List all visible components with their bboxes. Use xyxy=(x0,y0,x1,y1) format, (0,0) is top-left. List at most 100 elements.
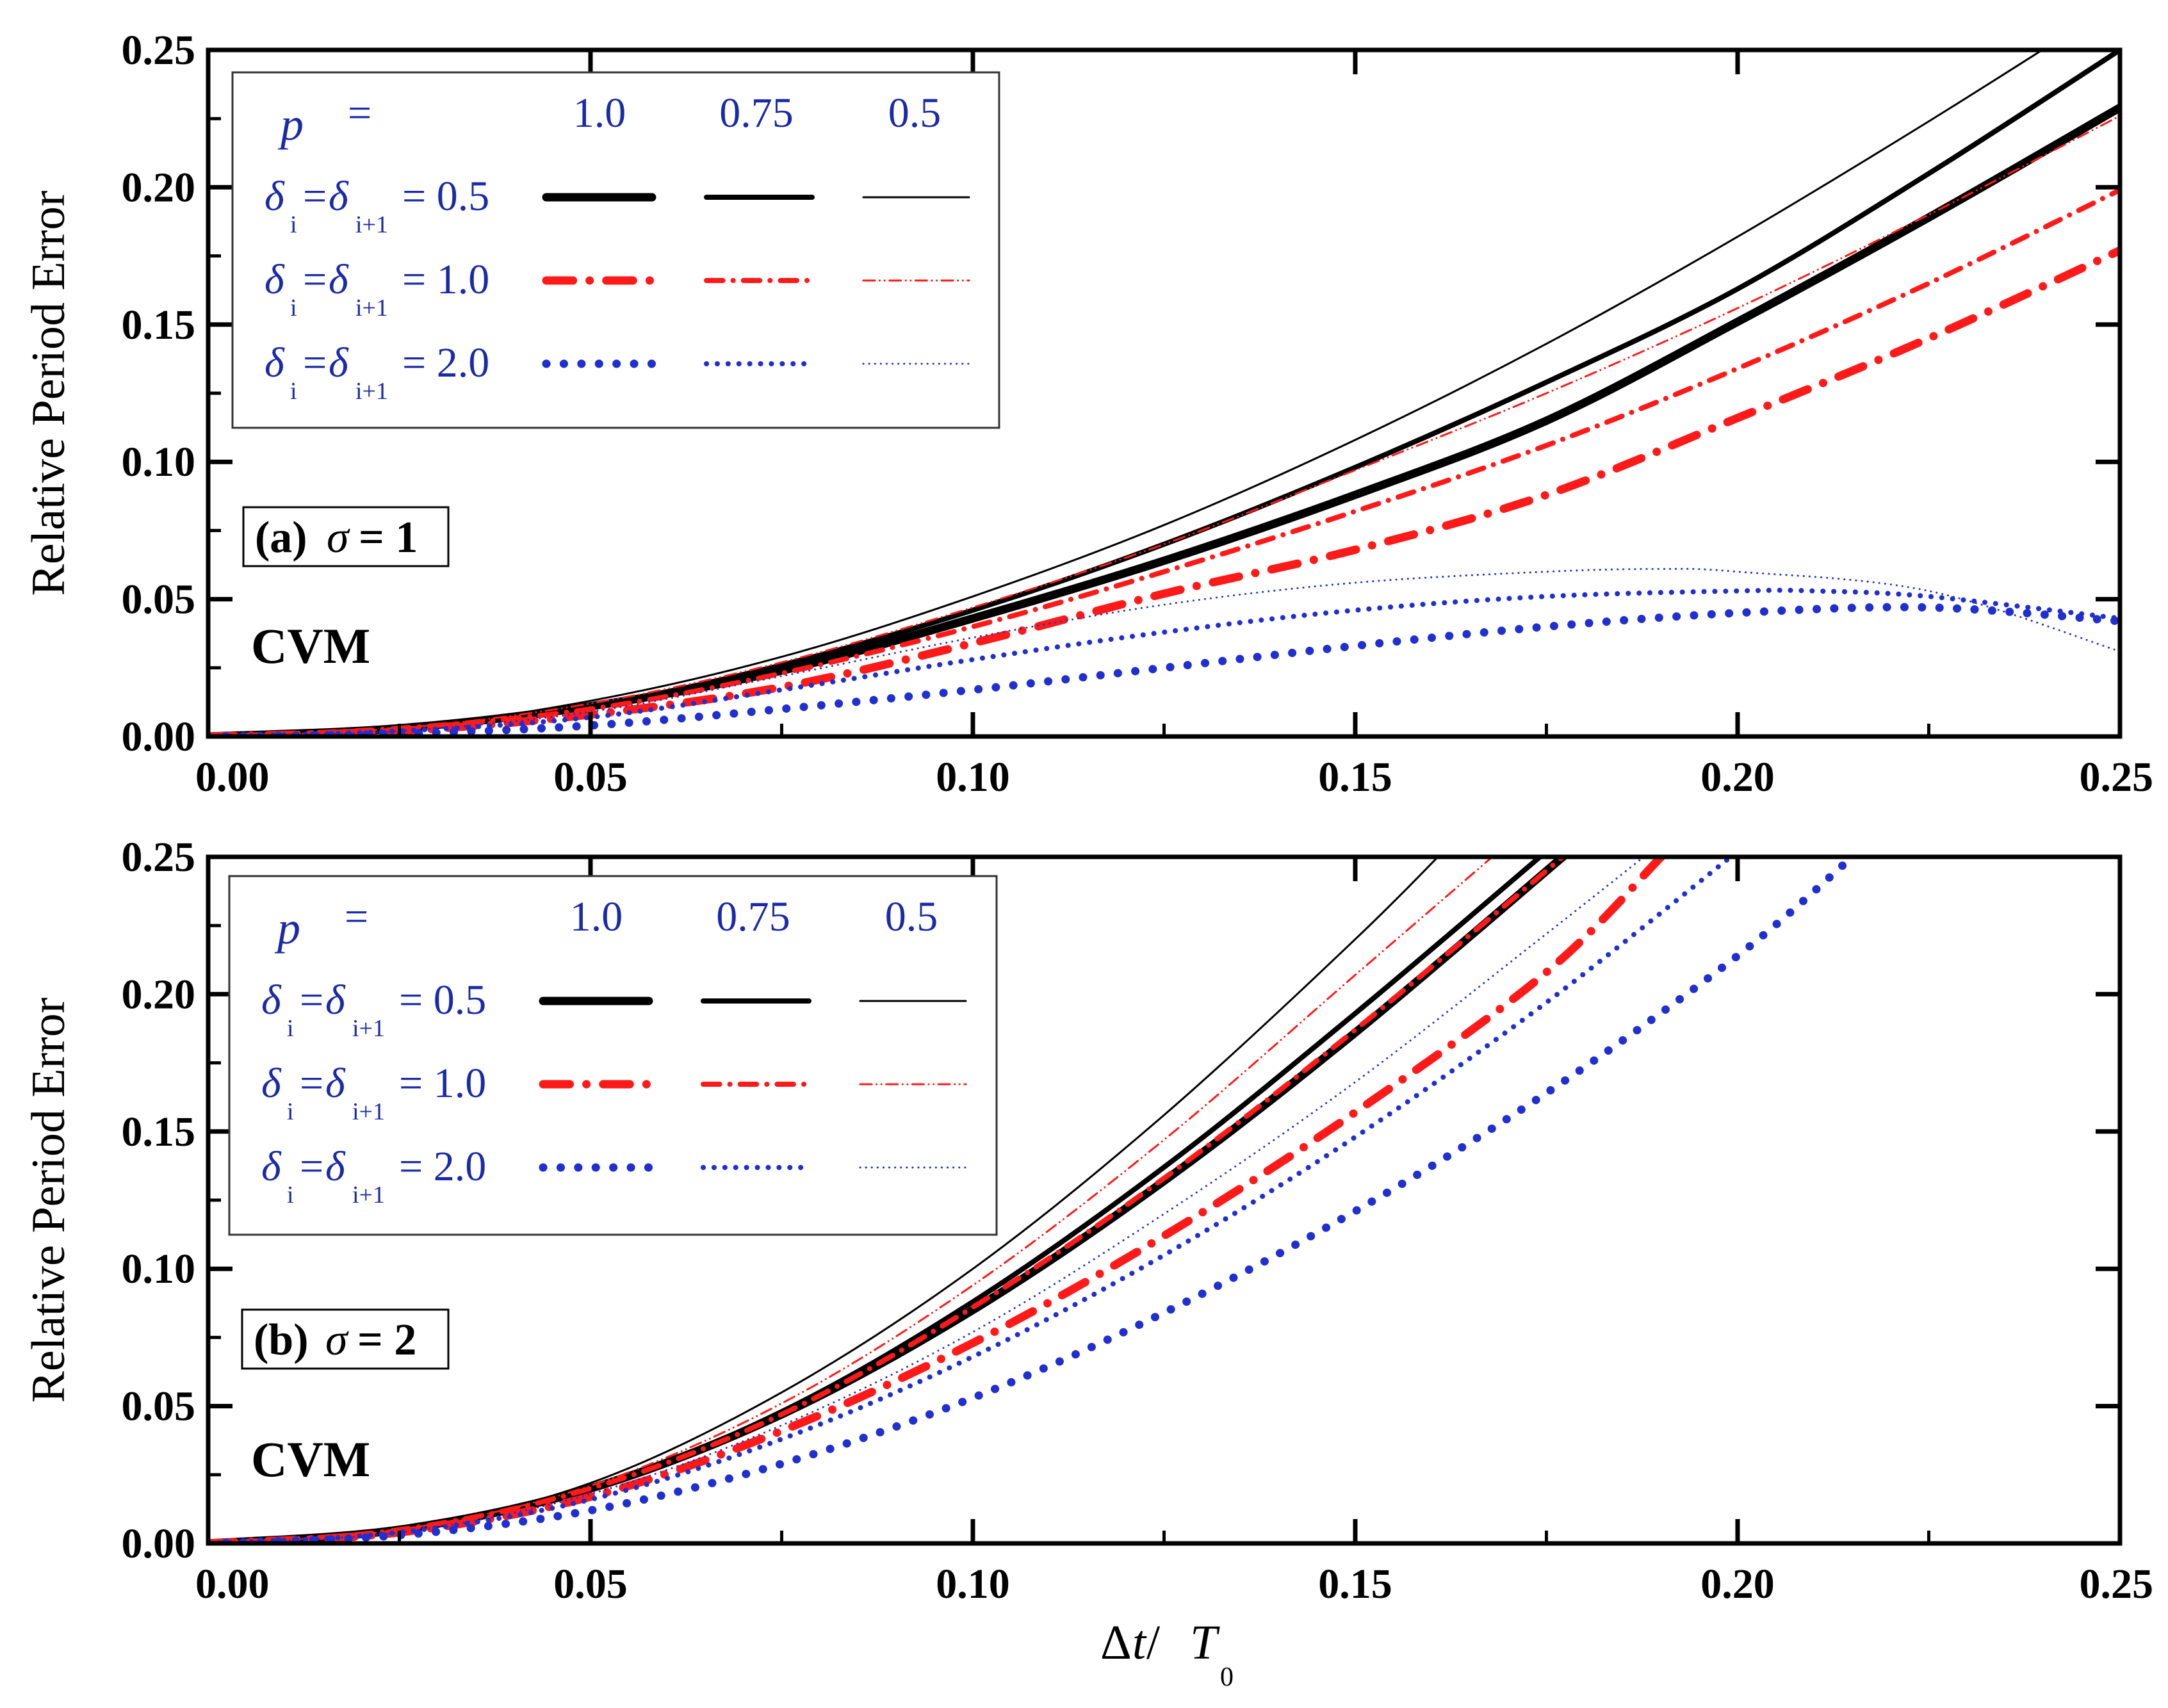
legend-delta-i: δ xyxy=(261,1143,282,1190)
legend-p-value: 1.0 xyxy=(573,90,626,136)
series-group xyxy=(208,857,1857,1543)
legend-row-equals: = xyxy=(300,1060,323,1107)
method-label: CVM xyxy=(251,618,370,674)
series-line-red-4 xyxy=(208,187,2120,736)
legend-delta-i1: δ xyxy=(325,977,346,1023)
panel-label-box xyxy=(241,1308,450,1370)
legend-delta-i1: δ xyxy=(325,1143,346,1190)
panel-a: 0.00 0.05 0.10 0.15 0.20 0.25 0.00 0.05 0.10 0.15… xyxy=(22,27,2154,801)
legend-row-equals: = xyxy=(303,256,327,303)
x-axis-label-subscript: 0 xyxy=(1220,1663,1234,1692)
legend-sub-i1: i+1 xyxy=(355,295,388,321)
panel-label-value: = 1 xyxy=(359,513,418,562)
series-line-blue-8 xyxy=(208,603,2120,736)
y-tick-label: 0.00 xyxy=(122,1520,196,1567)
x-tick-label: 0.20 xyxy=(1700,754,1775,801)
y-tick-label: 0.25 xyxy=(122,27,196,74)
x-tick-label: 0.05 xyxy=(553,754,628,801)
legend-row-value: = 2.0 xyxy=(399,1143,486,1190)
legend-sub-i: i xyxy=(290,211,297,238)
legend-delta-i: δ xyxy=(265,339,285,386)
legend-delta-i: δ xyxy=(261,977,282,1023)
x-tick-label: 0.25 xyxy=(2080,1561,2154,1607)
y-axis-label: Relative Period Error xyxy=(22,998,75,1403)
panel-b: 0.00 0.05 0.10 0.15 0.20 0.25 0.00 0.05 0.10 0.15… xyxy=(22,834,2154,1607)
legend-p-value: 0.5 xyxy=(888,90,941,136)
legend-sub-i1: i+1 xyxy=(352,1015,385,1042)
y-tick-label: 0.20 xyxy=(122,971,196,1018)
x-tick-label: 0.20 xyxy=(1700,1561,1775,1607)
legend-row-equals: = xyxy=(300,1143,323,1190)
x-tick-label: 0.05 xyxy=(553,1561,628,1607)
method-label: CVM xyxy=(251,1431,370,1487)
panel-label-prefix: (b) xyxy=(254,1315,309,1365)
series-line-blue-8 xyxy=(208,857,1857,1543)
legend-p-symbol: p xyxy=(274,902,300,954)
legend-p-equals: = xyxy=(348,90,371,136)
legend-sub-i: i xyxy=(287,1098,294,1125)
legend-row-value: = 1.0 xyxy=(402,256,489,303)
panel-label-sigma: σ xyxy=(327,513,350,562)
legend-sub-i1: i+1 xyxy=(355,211,388,238)
series-group xyxy=(208,50,2120,736)
legend-row-value: = 2.0 xyxy=(402,339,489,386)
legend-sub-i: i xyxy=(290,295,297,321)
x-tick-label: 0.25 xyxy=(2080,754,2154,801)
legend-sub-i: i xyxy=(287,1015,294,1042)
x-axis-label-T: T xyxy=(1190,1616,1220,1670)
legend-p-value: 0.75 xyxy=(719,90,794,136)
x-axis-label-t: t xyxy=(1132,1616,1147,1670)
legend-sub-i1: i+1 xyxy=(352,1182,385,1208)
legend-row-value: = 0.5 xyxy=(402,173,489,220)
legend-p-value: 1.0 xyxy=(570,893,623,940)
y-tick-label: 0.15 xyxy=(122,1109,196,1155)
legend-sub-i: i xyxy=(287,1182,294,1208)
y-tick-label: 0.25 xyxy=(122,834,196,881)
panel-label-sigma: σ xyxy=(325,1315,349,1365)
legend-row-value: = 0.5 xyxy=(399,977,486,1023)
y-tick-label: 0.10 xyxy=(122,1246,196,1292)
legend-delta-i1: δ xyxy=(329,173,349,220)
x-tick-label: 0.15 xyxy=(1318,754,1392,801)
x-tick-label: 0.10 xyxy=(936,754,1010,801)
legend-box xyxy=(231,71,1000,429)
y-axis-label: Relative Period Error xyxy=(22,191,75,596)
legend-p-symbol: p xyxy=(277,99,304,150)
y-tick-label: 0.05 xyxy=(122,1383,196,1430)
legend-row-equals: = xyxy=(303,173,327,220)
x-tick-label: 0.10 xyxy=(936,1561,1010,1607)
legend-delta-i: δ xyxy=(265,256,285,303)
legend-delta-i: δ xyxy=(261,1060,282,1107)
panel-label-value: = 2 xyxy=(357,1315,416,1365)
x-tick-label: 0.15 xyxy=(1318,1561,1392,1607)
panel-label-box xyxy=(242,506,450,567)
series-line-black-2 xyxy=(208,103,2120,736)
series-line-red-3 xyxy=(208,857,1494,1543)
x-tick-label: 0.00 xyxy=(195,754,270,801)
legend-delta-i1: δ xyxy=(329,256,349,303)
legend-row-equals: = xyxy=(303,339,327,386)
x-tick-label: 0.00 xyxy=(195,1561,270,1607)
legend-p-value: 0.75 xyxy=(716,893,790,940)
legend-row-equals: = xyxy=(300,977,323,1023)
legend-delta-i1: δ xyxy=(329,339,349,386)
y-tick-label: 0.20 xyxy=(122,164,196,211)
legend-row-value: = 1.0 xyxy=(399,1060,486,1107)
y-tick-label: 0.00 xyxy=(122,713,196,760)
x-axis-label-slash: / xyxy=(1146,1616,1161,1670)
x-axis-label-delta: Δ xyxy=(1100,1616,1132,1670)
legend-sub-i1: i+1 xyxy=(355,378,388,405)
y-tick-label: 0.15 xyxy=(122,302,196,348)
legend-p-equals: = xyxy=(345,893,368,940)
legend-box xyxy=(228,875,998,1236)
series-line-blue-7 xyxy=(208,857,1735,1543)
panel-label-prefix: (a) xyxy=(255,513,307,562)
legend-sub-i1: i+1 xyxy=(352,1098,385,1125)
legend-delta-i: δ xyxy=(265,173,285,220)
series-line-red-4 xyxy=(208,857,1567,1543)
legend-p-value: 0.5 xyxy=(885,893,938,940)
legend-delta-i1: δ xyxy=(325,1060,346,1107)
y-tick-label: 0.10 xyxy=(122,439,196,485)
